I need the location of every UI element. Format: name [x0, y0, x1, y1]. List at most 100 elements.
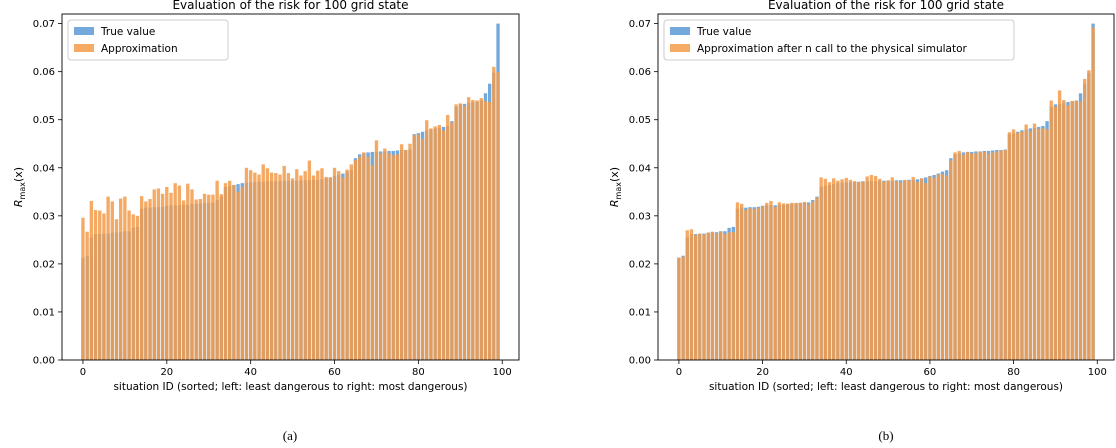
bar	[299, 175, 303, 360]
bar	[735, 202, 740, 360]
x-tick-label: 0	[676, 367, 682, 378]
bar	[215, 180, 219, 360]
bar	[425, 120, 429, 360]
bar	[1053, 106, 1058, 360]
bar	[240, 187, 244, 360]
x-tick-label: 60	[924, 367, 937, 378]
bar	[940, 174, 945, 360]
bar	[944, 175, 949, 360]
bar	[861, 181, 865, 360]
y-tick-label: 0.05	[629, 115, 651, 126]
bar	[752, 209, 756, 360]
bar	[211, 194, 215, 360]
bar	[710, 231, 715, 360]
legend-swatch	[74, 27, 94, 35]
bar	[777, 202, 781, 360]
bar	[194, 199, 198, 360]
figure-caption: (b)	[878, 428, 893, 443]
bar	[844, 177, 848, 360]
x-tick-label: 20	[756, 367, 769, 378]
bar	[81, 217, 85, 360]
plot-frame	[657, 13, 1115, 361]
y-axis-label-main: R	[12, 199, 25, 207]
bar	[953, 152, 957, 360]
bar	[236, 191, 240, 360]
bar	[999, 150, 1003, 360]
bar	[1057, 90, 1062, 360]
x-tick-label: 0	[80, 367, 86, 378]
bar	[811, 201, 815, 360]
bar	[748, 208, 752, 360]
bar	[936, 174, 940, 360]
bar	[894, 181, 899, 360]
chart-a: Evaluation of the risk for 100 grid stat…	[12, 0, 520, 443]
y-tick-label: 0.00	[33, 356, 55, 367]
bar	[949, 160, 953, 360]
bar	[269, 172, 274, 360]
bar	[991, 152, 995, 360]
bar	[681, 256, 685, 360]
bar	[114, 219, 119, 360]
bar	[890, 177, 894, 360]
legend-swatch	[670, 27, 690, 35]
bar	[320, 168, 324, 360]
bar	[198, 199, 203, 360]
bar	[337, 171, 341, 360]
bar	[311, 175, 316, 360]
bar	[181, 200, 186, 360]
bar	[282, 165, 286, 360]
bar	[769, 200, 773, 360]
bar	[781, 203, 786, 360]
bar	[1032, 123, 1037, 360]
bar	[840, 179, 844, 360]
bar	[332, 167, 337, 360]
bar	[714, 233, 719, 360]
bar	[190, 189, 194, 360]
bar	[827, 182, 832, 360]
bar	[253, 172, 257, 360]
y-tick-label: 0.06	[629, 67, 651, 78]
bar	[383, 148, 387, 360]
bar	[773, 207, 777, 360]
bar	[1045, 129, 1049, 360]
bar	[374, 140, 379, 360]
bar	[324, 176, 328, 360]
bar	[727, 232, 731, 360]
bar	[471, 100, 475, 361]
bar	[677, 257, 681, 360]
bar	[98, 210, 102, 360]
bar	[1024, 124, 1028, 360]
bar	[487, 101, 492, 360]
bar	[341, 177, 345, 360]
bar	[786, 203, 790, 360]
bar	[139, 196, 144, 360]
bar	[1007, 132, 1012, 360]
bar	[815, 197, 819, 360]
legend: True value Approximation	[67, 19, 229, 61]
legend-entry: True value	[100, 26, 155, 38]
bar	[202, 193, 207, 360]
bar	[429, 128, 433, 360]
bar	[131, 214, 135, 360]
bar	[1070, 100, 1074, 360]
bar	[437, 125, 442, 360]
x-tick-label: 80	[1007, 367, 1020, 378]
bar	[160, 193, 165, 360]
bar	[85, 231, 89, 360]
bar	[399, 144, 404, 360]
chart-b: Evaluation of the risk for 100 grid stat…	[608, 0, 1115, 443]
bar	[1028, 131, 1033, 360]
bar	[873, 175, 878, 360]
chart-title: Evaluation of the risk for 100 grid stat…	[172, 0, 408, 12]
x-axis-label: situation ID (sorted; left: least danger…	[709, 381, 1063, 393]
bar	[366, 156, 370, 360]
bar	[274, 173, 278, 360]
figure-caption: (a)	[283, 428, 297, 443]
y-tick-label: 0.01	[629, 307, 651, 318]
bar	[420, 138, 425, 360]
series-approximation	[677, 27, 1095, 361]
y-tick-label: 0.07	[629, 19, 651, 30]
legend-swatch	[74, 44, 94, 52]
y-axis-label-arg: (x)	[608, 167, 621, 182]
bar	[290, 178, 295, 360]
